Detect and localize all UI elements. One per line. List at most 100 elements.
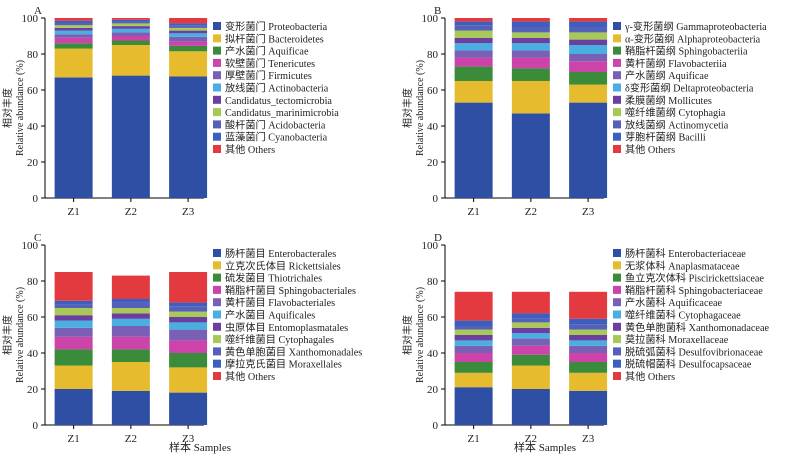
bar-segment	[511, 37, 550, 44]
y-tick-label: 100	[22, 13, 39, 25]
bar-segment	[111, 40, 150, 45]
bar-segment	[569, 291, 608, 319]
bar-segment	[169, 23, 208, 26]
bar-segment	[111, 326, 150, 337]
legend-swatch	[613, 46, 621, 55]
bar-segment	[454, 81, 493, 103]
bar-segment	[111, 36, 150, 41]
bar-segment	[511, 21, 550, 27]
bar-segment	[54, 315, 93, 321]
legend-swatch	[613, 347, 621, 356]
legend-label: 肠杆菌目 Enterobacterales	[225, 248, 336, 260]
y-tick-label: 80	[27, 49, 39, 61]
legend-swatch	[613, 273, 621, 282]
bar-segment	[111, 75, 150, 198]
bar-segment	[569, 362, 608, 373]
y-tick-label: 80	[427, 276, 439, 288]
bar-segment	[511, 32, 550, 38]
bar-segment	[169, 272, 208, 303]
bar-segment	[454, 387, 493, 425]
bar-segment	[111, 313, 150, 319]
bar-segment	[54, 37, 93, 44]
y-axis-label-cn: 相对丰度	[401, 315, 414, 355]
y-tick-label: 80	[427, 49, 439, 61]
legend-label: 脱硫帽菌科 Desulfocapsaceae	[625, 358, 752, 371]
bar-segment	[54, 304, 93, 308]
bar-segment	[569, 72, 608, 85]
y-tick-label: 0	[433, 193, 439, 205]
legend-swatch	[213, 83, 221, 92]
legend-swatch	[213, 347, 221, 356]
bar-segment	[569, 84, 608, 103]
legend-label: Candidatus_marinimicrobia	[225, 108, 339, 119]
legend-swatch	[613, 261, 621, 270]
bar-segment	[511, 50, 550, 58]
bar-segment	[511, 365, 550, 389]
bar-segment	[111, 308, 150, 314]
legend-label: 蓝藻菌门 Cyanobacteria	[225, 131, 328, 144]
panel-a: A 相对丰度 Relative abundance (%) 0 20 40 60 80 100 Z…	[1, 5, 339, 218]
legend-label: 厚壁菌门 Firmicutes	[225, 69, 312, 82]
bar-segment	[511, 354, 550, 366]
bar-segment	[569, 18, 608, 22]
y-tick-label: 60	[27, 312, 39, 324]
bar-segment	[169, 45, 208, 52]
bar-segment	[511, 333, 550, 339]
y-tick-label: 0	[33, 420, 39, 432]
y-tick-label: 60	[27, 85, 39, 97]
bar-segment	[54, 30, 93, 35]
bar-segment	[111, 21, 150, 24]
bar-segment	[454, 57, 493, 67]
bar-segment	[569, 54, 608, 62]
legend-swatch	[613, 108, 621, 117]
y-axis-label: Relative abundance (%)	[15, 287, 26, 383]
bar-segment	[169, 322, 208, 330]
bar-segment	[454, 43, 493, 51]
bar-segment	[511, 113, 550, 198]
bar-segment	[111, 18, 150, 20]
legend-label: 黄色单胞菌科 Xanthomonadaceae	[625, 321, 769, 334]
bar-segment	[454, 340, 493, 346]
x-tick-label: Z3	[182, 433, 195, 445]
bar-segment	[111, 45, 150, 76]
y-tick-label: 20	[427, 384, 439, 396]
legend-swatch	[613, 120, 621, 129]
legend-label: 产水菌纲 Aquificae	[625, 69, 709, 82]
legend-label: 鞘脂杆菌纲 Sphingobacteriia	[625, 45, 748, 58]
x-tick-label: Z2	[525, 206, 537, 218]
bar-segment	[169, 30, 208, 34]
bar-segment	[169, 51, 208, 77]
legend-swatch	[213, 108, 221, 117]
bar-segment	[111, 362, 150, 391]
y-tick-label: 0	[433, 420, 439, 432]
y-axis-label-cn: 相对丰度	[1, 88, 14, 128]
legend-swatch	[213, 132, 221, 141]
bar-segment	[454, 30, 493, 38]
y-axis-label: Relative abundance (%)	[415, 60, 426, 156]
bar-segment	[511, 68, 550, 81]
bar-segment	[569, 61, 608, 72]
legend-swatch	[213, 359, 221, 368]
x-tick-label: Z1	[68, 433, 80, 445]
y-tick-label: 40	[427, 348, 439, 360]
legend-label: 其他 Others	[225, 143, 275, 156]
bar-segment	[169, 329, 208, 341]
bar-segment	[169, 317, 208, 323]
bar-segment	[54, 272, 93, 301]
bar-segment	[454, 25, 493, 31]
bar-segment	[569, 372, 608, 391]
bar-segment	[454, 102, 493, 198]
x-tick-label: Z1	[468, 206, 480, 218]
bar-segment	[54, 365, 93, 389]
legend-label: α-变形菌纲 Alphaproteobacteria	[625, 32, 761, 45]
y-tick-label: 40	[427, 121, 439, 133]
bar-segment	[54, 327, 93, 337]
legend-swatch	[213, 34, 221, 43]
x-axis-label-left: 样本 Samples	[169, 440, 231, 454]
bar-segment	[454, 37, 493, 44]
bar-segment	[169, 392, 208, 425]
x-tick-label: Z3	[582, 433, 595, 445]
legend-swatch	[613, 34, 621, 43]
legend-swatch	[213, 310, 221, 319]
